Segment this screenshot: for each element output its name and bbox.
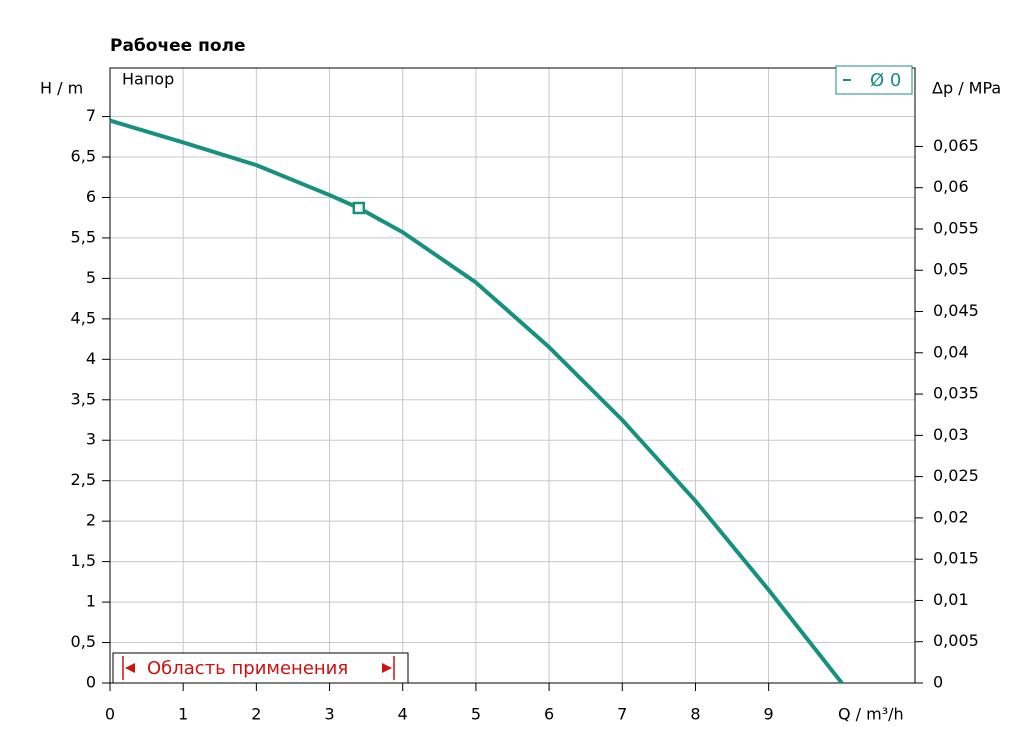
annotation-label: Область применения [147,658,348,679]
y-tick-label: 4,5 [71,308,96,327]
y-axis-label: H / m [40,79,83,98]
operating-point [352,201,366,215]
y2-tick-label: 0,01 [933,590,969,609]
x-tick-label: 1 [178,705,188,724]
y2-tick-label: 0,02 [933,507,969,526]
pump-curve [109,118,844,685]
y-tick-label: 0,5 [71,632,96,651]
x-tick-label: 8 [690,705,700,724]
y2-tick-label: 0,005 [933,631,979,650]
y-tick-label: 3 [86,430,96,449]
y-tick-label: 4 [86,349,96,368]
y-tick-label: 6 [86,187,96,206]
y-tick-label: 1 [86,592,96,611]
y-tick-label: 2,5 [71,470,96,489]
y2-tick-label: 0,025 [933,466,979,485]
x-tick-label: 6 [544,705,554,724]
y2-tick-label: 0,015 [933,549,979,568]
x-tick-label: 2 [251,705,261,724]
y-tick-label: 3,5 [71,389,96,408]
y2-tick-label: 0,035 [933,384,979,403]
x-tick-label: 7 [617,705,627,724]
y2-tick-label: 0,05 [933,260,969,279]
x-tick-label: 9 [764,705,774,724]
y-tick-label: 5 [86,268,96,287]
x-tick-label: 0 [105,705,115,724]
y-tick-label: 0 [86,673,96,692]
y2-tick-label: 0,04 [933,342,969,361]
plot-frame [109,67,916,684]
plot-label: Напор [122,70,174,89]
y-tick-label: 2 [86,511,96,530]
y2-axis-label: Δp / MPa [932,79,1001,98]
y-tick-label: 6,5 [71,147,96,166]
y2-tick-label: 0 [933,673,943,692]
y2-tick-label: 0,045 [933,301,979,320]
chart-title: Рабочее поле [110,36,246,56]
y-tick-label: 7 [86,106,96,125]
y2-tick-label: 0,055 [933,218,979,237]
x-tick-label: 4 [398,705,408,724]
x-tick-label: 3 [324,705,334,724]
annotation-box [112,652,409,684]
annotation-arrow [125,663,135,673]
x-axis-label: Q / m³/h [838,705,904,724]
x-tick-label: 5 [471,705,481,724]
y2-tick-label: 0,06 [933,177,969,196]
y-tick-label: 5,5 [71,227,96,246]
y-tick-label: 1,5 [71,551,96,570]
y2-tick-label: 0,03 [933,425,969,444]
legend-label: Ø 0 [870,70,901,91]
y2-tick-label: 0,065 [933,136,979,155]
annotation-arrow [382,663,392,673]
